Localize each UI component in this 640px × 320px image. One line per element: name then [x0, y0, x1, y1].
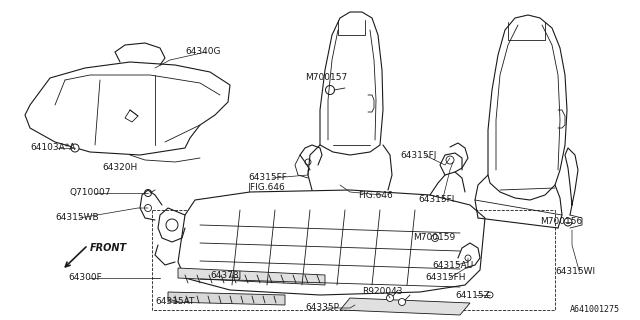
Text: 64103A*A: 64103A*A	[30, 143, 76, 153]
Text: M700157: M700157	[305, 74, 348, 83]
Text: 64315WB: 64315WB	[55, 213, 99, 222]
Polygon shape	[178, 268, 325, 285]
Text: 64315AU: 64315AU	[432, 260, 473, 269]
Circle shape	[326, 86, 334, 94]
Text: M700159: M700159	[413, 234, 455, 243]
Circle shape	[326, 85, 335, 94]
Circle shape	[431, 235, 438, 242]
Text: 64315FI: 64315FI	[418, 196, 454, 204]
Circle shape	[399, 299, 406, 306]
Text: 64378J: 64378J	[210, 270, 241, 279]
Polygon shape	[25, 62, 230, 155]
Circle shape	[446, 156, 454, 164]
Polygon shape	[178, 190, 485, 295]
Polygon shape	[320, 12, 383, 155]
Text: 64315FJ: 64315FJ	[400, 150, 436, 159]
Text: 64335P: 64335P	[305, 303, 339, 313]
Text: 64320H: 64320H	[102, 164, 137, 172]
Text: FRONT: FRONT	[90, 243, 127, 253]
Text: 64315WI: 64315WI	[555, 268, 595, 276]
Polygon shape	[168, 292, 285, 305]
Text: R920043: R920043	[362, 287, 403, 297]
Polygon shape	[340, 298, 470, 315]
Polygon shape	[488, 15, 567, 200]
Circle shape	[145, 204, 152, 212]
Text: 64315AT: 64315AT	[155, 298, 195, 307]
Circle shape	[487, 292, 493, 298]
Circle shape	[465, 255, 471, 261]
Text: 64115Z: 64115Z	[455, 291, 490, 300]
Text: 64315FF: 64315FF	[248, 173, 287, 182]
Text: Q710007: Q710007	[70, 188, 111, 197]
Circle shape	[387, 294, 394, 301]
Circle shape	[166, 219, 178, 231]
Text: M700156: M700156	[540, 218, 582, 227]
Text: FIG.646: FIG.646	[358, 190, 393, 199]
Text: A641001275: A641001275	[570, 305, 620, 314]
Circle shape	[564, 218, 572, 226]
Text: 64300F: 64300F	[68, 274, 102, 283]
Circle shape	[145, 189, 152, 196]
Text: 64340G: 64340G	[185, 47, 221, 57]
Circle shape	[71, 144, 79, 152]
Circle shape	[305, 159, 311, 165]
Text: 64315FH: 64315FH	[425, 274, 465, 283]
Text: |FIG.646: |FIG.646	[248, 183, 285, 193]
